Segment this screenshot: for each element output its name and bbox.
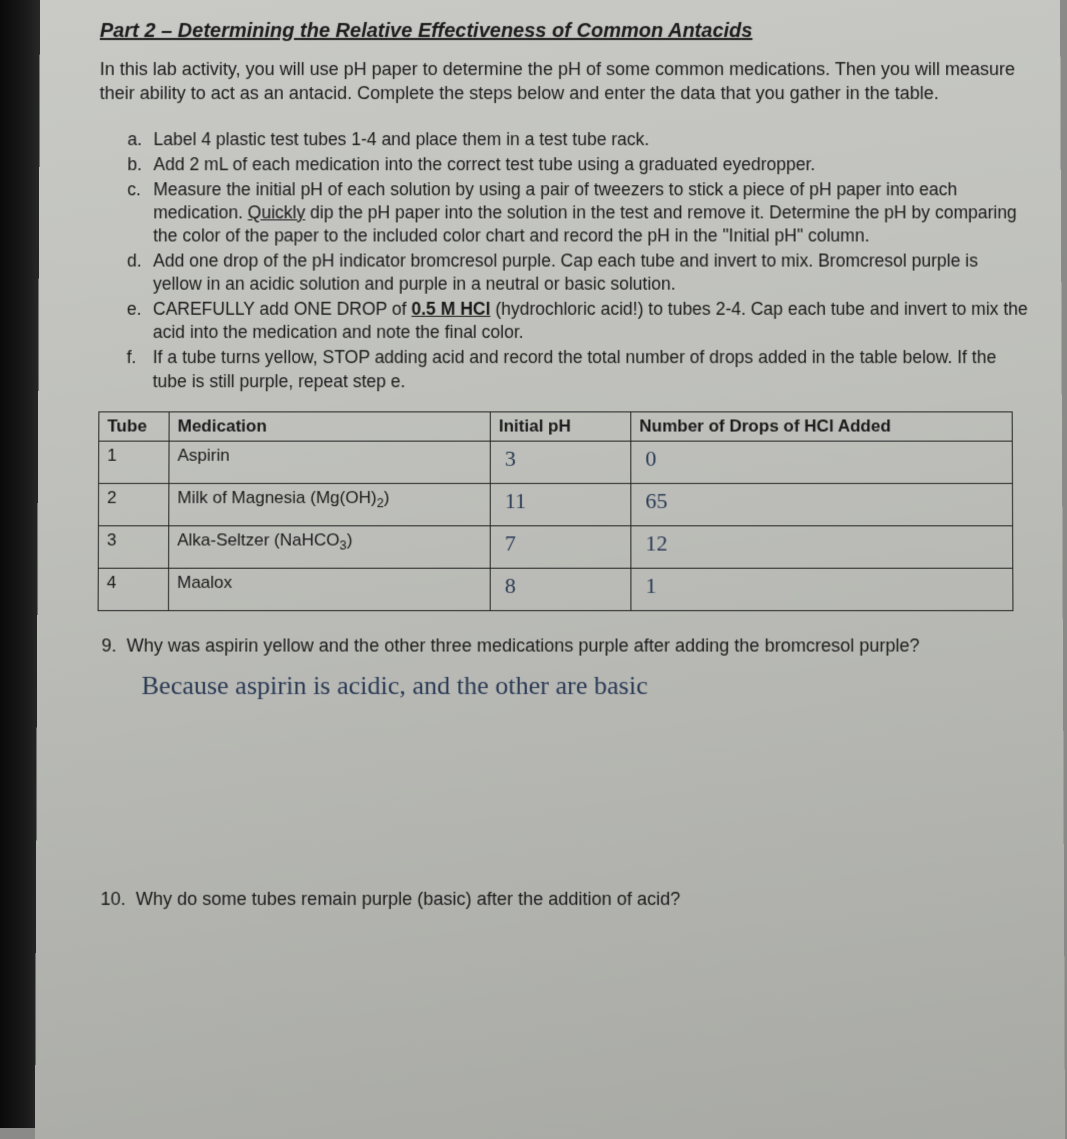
procedure-steps: a. Label 4 plastic test tubes 1-4 and pl… (98, 128, 1031, 393)
step-text-pre: CAREFULLY add ONE DROP of (153, 299, 411, 319)
step-e: e. CAREFULLY add ONE DROP of 0.5 M HCl (… (127, 298, 1032, 344)
step-text-bold-underlined: 0.5 M HCl (411, 299, 490, 319)
step-f: f. If a tube turns yellow, STOP adding a… (127, 346, 1032, 392)
cell-tube: 4 (98, 568, 169, 610)
table-row: 4 Maalox 8 1 (98, 568, 1013, 610)
step-marker: f. (127, 346, 137, 369)
step-marker: b. (127, 153, 142, 176)
header-drops: Number of Drops of HCl Added (631, 412, 1013, 441)
step-marker: c. (127, 178, 141, 201)
table-row: 1 Aspirin 3 0 (99, 441, 1013, 483)
cell-medication: Aspirin (169, 441, 490, 483)
cell-ph-handwritten: 7 (490, 525, 631, 567)
step-text: Add 2 mL of each medication into the cor… (153, 154, 815, 174)
step-d: d. Add one drop of the pH indicator brom… (127, 250, 1031, 296)
step-marker: a. (127, 128, 142, 151)
step-text: Label 4 plastic test tubes 1-4 and place… (153, 129, 649, 149)
header-initial-ph: Initial pH (490, 412, 631, 441)
step-c: c. Measure the initial pH of each soluti… (127, 178, 1031, 248)
data-table: Tube Medication Initial pH Number of Dro… (98, 411, 1014, 611)
worksheet-page: Part 2 – Determining the Relative Effect… (35, 0, 1065, 1139)
answer-9-handwritten: Because aspirin is acidic, and the other… (142, 668, 1033, 705)
cell-ph-handwritten: 3 (490, 441, 631, 483)
cell-ph-handwritten: 8 (490, 568, 631, 610)
cell-drops-handwritten: 12 (631, 525, 1013, 567)
cell-medication: Alka-Seltzer (NaHCO3) (169, 525, 491, 567)
step-text-underlined: Quickly (248, 202, 306, 222)
cell-ph-handwritten: 11 (490, 483, 631, 525)
question-10: 10. Why do some tubes remain purple (bas… (123, 887, 1034, 912)
cell-drops-handwritten: 0 (631, 441, 1013, 483)
step-b: b. Add 2 mL of each medication into the … (127, 153, 1030, 176)
step-marker: e. (127, 298, 142, 321)
cell-tube: 1 (99, 441, 169, 483)
step-text: If a tube turns yellow, STOP adding acid… (153, 347, 997, 390)
table-row: 3 Alka-Seltzer (NaHCO3) 7 12 (98, 525, 1013, 567)
cell-medication: Milk of Magnesia (Mg(OH)2) (169, 483, 490, 525)
table-header-row: Tube Medication Initial pH Number of Dro… (99, 412, 1013, 441)
section-title: Part 2 – Determining the Relative Effect… (100, 20, 1030, 43)
table-row: 2 Milk of Magnesia (Mg(OH)2) 11 65 (98, 483, 1013, 525)
cell-drops-handwritten: 65 (631, 483, 1013, 525)
header-tube: Tube (99, 412, 169, 441)
cell-drops-handwritten: 1 (631, 568, 1013, 610)
step-a: a. Label 4 plastic test tubes 1-4 and pl… (127, 128, 1030, 151)
question-text: Why do some tubes remain purple (basic) … (136, 889, 681, 909)
cell-medication: Maalox (168, 568, 490, 610)
question-number: 9. (101, 635, 116, 655)
step-marker: d. (127, 250, 142, 273)
cell-tube: 3 (98, 525, 168, 567)
question-text: Why was aspirin yellow and the other thr… (127, 635, 920, 655)
question-number: 10. (100, 889, 125, 909)
step-text: Add one drop of the pH indicator bromcre… (153, 251, 978, 294)
header-medication: Medication (169, 412, 490, 441)
question-9: 9. Why was aspirin yellow and the other … (124, 633, 1033, 658)
intro-paragraph: In this lab activity, you will use pH pa… (100, 57, 1031, 106)
cell-tube: 2 (98, 483, 168, 525)
